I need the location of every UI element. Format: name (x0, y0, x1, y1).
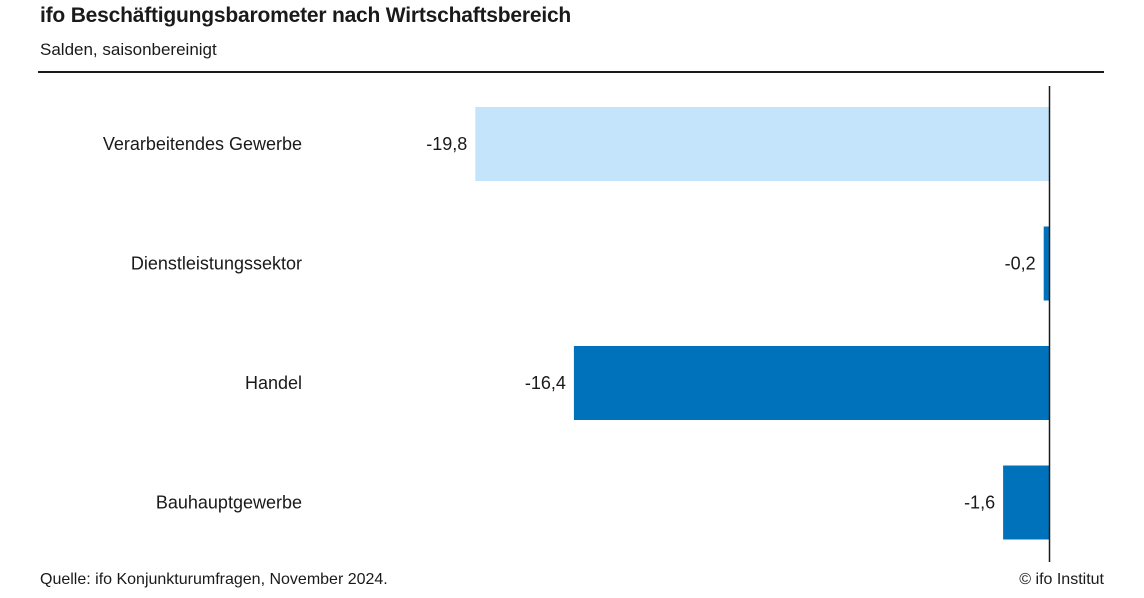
chart-title: ifo Beschäftigungsbarometer nach Wirtsch… (40, 4, 572, 27)
category-label-handel: Handel (245, 373, 302, 393)
chart-subtitle: Salden, saisonbereinigt (40, 40, 217, 59)
bar-verarbeitendes-gewerbe (475, 107, 1050, 181)
value-label-verarbeitendes-gewerbe: -19,8 (426, 134, 467, 154)
bar-bauhauptgewerbe (1003, 465, 1050, 540)
category-label-verarbeitendes-gewerbe: Verarbeitendes Gewerbe (103, 134, 302, 154)
value-label-bauhauptgewerbe: -1,6 (964, 493, 995, 513)
category-label-bauhauptgewerbe: Bauhauptgewerbe (156, 493, 302, 513)
bars-layer: Verarbeitendes Gewerbe -19,8 Dienstleistun… (103, 107, 1050, 540)
bar-dienstleistungssektor (1043, 226, 1050, 301)
source-note: Quelle: ifo Konjunkturumfragen, November… (40, 571, 388, 588)
category-label-dienstleistungssektor: Dienstleistungssektor (131, 254, 302, 274)
title-divider (38, 71, 1104, 73)
copyright-note: © ifo Institut (1019, 571, 1104, 588)
value-label-handel: -16,4 (525, 373, 566, 393)
value-label-dienstleistungssektor: -0,2 (1005, 254, 1036, 274)
bar-handel (573, 346, 1050, 420)
